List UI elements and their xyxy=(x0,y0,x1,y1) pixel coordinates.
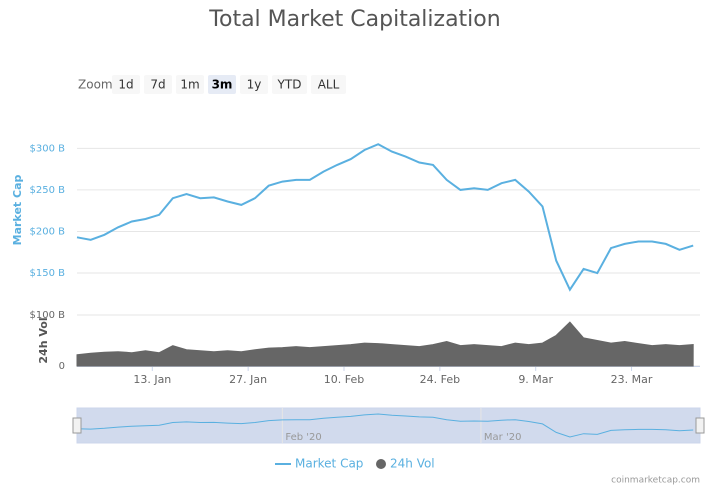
navigator-line xyxy=(76,413,694,438)
legend-symbol xyxy=(376,459,386,469)
navigator-label: Feb '20 xyxy=(285,432,321,443)
zoom-button-label[interactable]: 1m xyxy=(180,78,199,92)
navigator-handle[interactable] xyxy=(72,417,82,434)
y-tick-label: $300 B xyxy=(30,143,66,154)
zoom-button[interactable] xyxy=(311,75,346,94)
y-tick-label: $150 B xyxy=(30,268,66,279)
x-tick-label: 13. Jan xyxy=(133,373,171,386)
y-tick-label: 0 xyxy=(59,361,65,372)
zoom-button-label[interactable]: YTD xyxy=(277,78,302,92)
y-tick-label: $100 B xyxy=(30,310,66,321)
zoom-button-label[interactable]: 3m xyxy=(212,78,233,92)
navigator-handle[interactable] xyxy=(695,417,705,434)
legend-label[interactable]: 24h Vol xyxy=(390,457,435,471)
zoom-button-label[interactable]: 1y xyxy=(247,78,262,92)
market-cap-line xyxy=(76,143,694,292)
zoom-button-label[interactable]: ALL xyxy=(318,78,340,92)
y-tick-label: $250 B xyxy=(30,185,66,196)
y-axis-title: 24h Vol xyxy=(37,317,50,363)
zoom-button[interactable] xyxy=(112,75,140,94)
x-tick-label: 23. Mar xyxy=(611,373,653,386)
zoom-button[interactable] xyxy=(240,75,268,94)
x-tick-label: 27. Jan xyxy=(229,373,267,386)
legend-label[interactable]: Market Cap xyxy=(295,457,363,471)
zoom-button[interactable] xyxy=(176,75,204,94)
y-tick-label: $200 B xyxy=(30,226,66,237)
volume-area xyxy=(76,321,694,367)
chart-title: Total Market Capitalization xyxy=(208,7,500,32)
x-tick-label: 10. Feb xyxy=(324,373,364,386)
zoom-button[interactable] xyxy=(208,75,236,94)
zoom-button[interactable] xyxy=(272,75,307,94)
x-tick-label: 9. Mar xyxy=(518,373,553,386)
x-tick-label: 24. Feb xyxy=(420,373,460,386)
zoom-button-label[interactable]: 1d xyxy=(118,78,133,92)
navigator-label: Mar '20 xyxy=(484,432,522,443)
zoom-button[interactable] xyxy=(144,75,172,94)
zoom-label: Zoom xyxy=(78,78,113,92)
navigator-mask xyxy=(76,407,701,444)
credit: coinmarketcap.com xyxy=(611,476,700,486)
y-axis-title: Market Cap xyxy=(11,175,24,246)
zoom-button-label[interactable]: 7d xyxy=(150,78,165,92)
